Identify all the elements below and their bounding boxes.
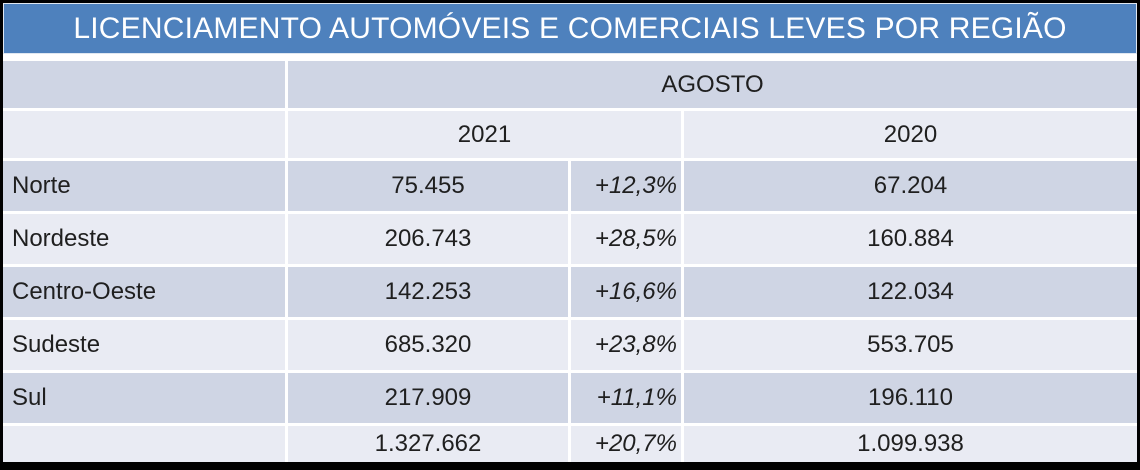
month-header-cell: AGOSTO [288,61,1137,108]
value-2021-cell: 75.455 [288,161,568,211]
total-row: 1.327.662 +20,7% 1.099.938 [3,426,1137,462]
value-2020-cell: 67.204 [684,161,1137,211]
region-cell: Centro-Oeste [3,267,285,317]
region-cell: Sudeste [3,320,285,370]
year-blank-cell [3,111,285,158]
value-2020-cell: 122.034 [684,267,1137,317]
delta-percent-cell: +11,1% [571,373,681,423]
total-2021-cell: 1.327.662 [288,426,568,462]
delta-percent-cell: +16,6% [571,267,681,317]
table-row: Nordeste 206.743 +28,5% 160.884 [3,214,1137,264]
value-2020-cell: 553.705 [684,320,1137,370]
total-delta-cell: +20,7% [571,426,681,462]
value-2020-cell: 160.884 [684,214,1137,264]
page-title: LICENCIAMENTO AUTOMÓVEIS E COMERCIAIS LE… [73,11,1067,45]
year-header-row: 2021 2020 [3,111,1137,158]
table-row: Centro-Oeste 142.253 +16,6% 122.034 [3,267,1137,317]
value-2021-cell: 685.320 [288,320,568,370]
delta-percent-cell: +28,5% [571,214,681,264]
title-bar: LICENCIAMENTO AUTOMÓVEIS E COMERCIAIS LE… [3,3,1137,54]
delta-percent-cell: +23,8% [571,320,681,370]
year-2021-header: 2021 [288,111,681,158]
value-2020-cell: 196.110 [684,373,1137,423]
value-2021-cell: 206.743 [288,214,568,264]
region-cell: Sul [3,373,285,423]
table-row: Sul 217.909 +11,1% 196.110 [3,373,1137,423]
region-cell: Norte [3,161,285,211]
total-blank-cell [3,426,285,462]
table-row: Norte 75.455 +12,3% 67.204 [3,161,1137,211]
table-card: LICENCIAMENTO AUTOMÓVEIS E COMERCIAIS LE… [3,3,1137,462]
region-cell: Nordeste [3,214,285,264]
value-2021-cell: 142.253 [288,267,568,317]
delta-percent-cell: +12,3% [571,161,681,211]
value-2021-cell: 217.909 [288,373,568,423]
total-2020-cell: 1.099.938 [684,426,1137,462]
corner-blank-cell [3,61,285,108]
table-row: Sudeste 685.320 +23,8% 553.705 [3,320,1137,370]
month-header-row: AGOSTO [3,61,1137,108]
year-2020-header: 2020 [684,111,1137,158]
